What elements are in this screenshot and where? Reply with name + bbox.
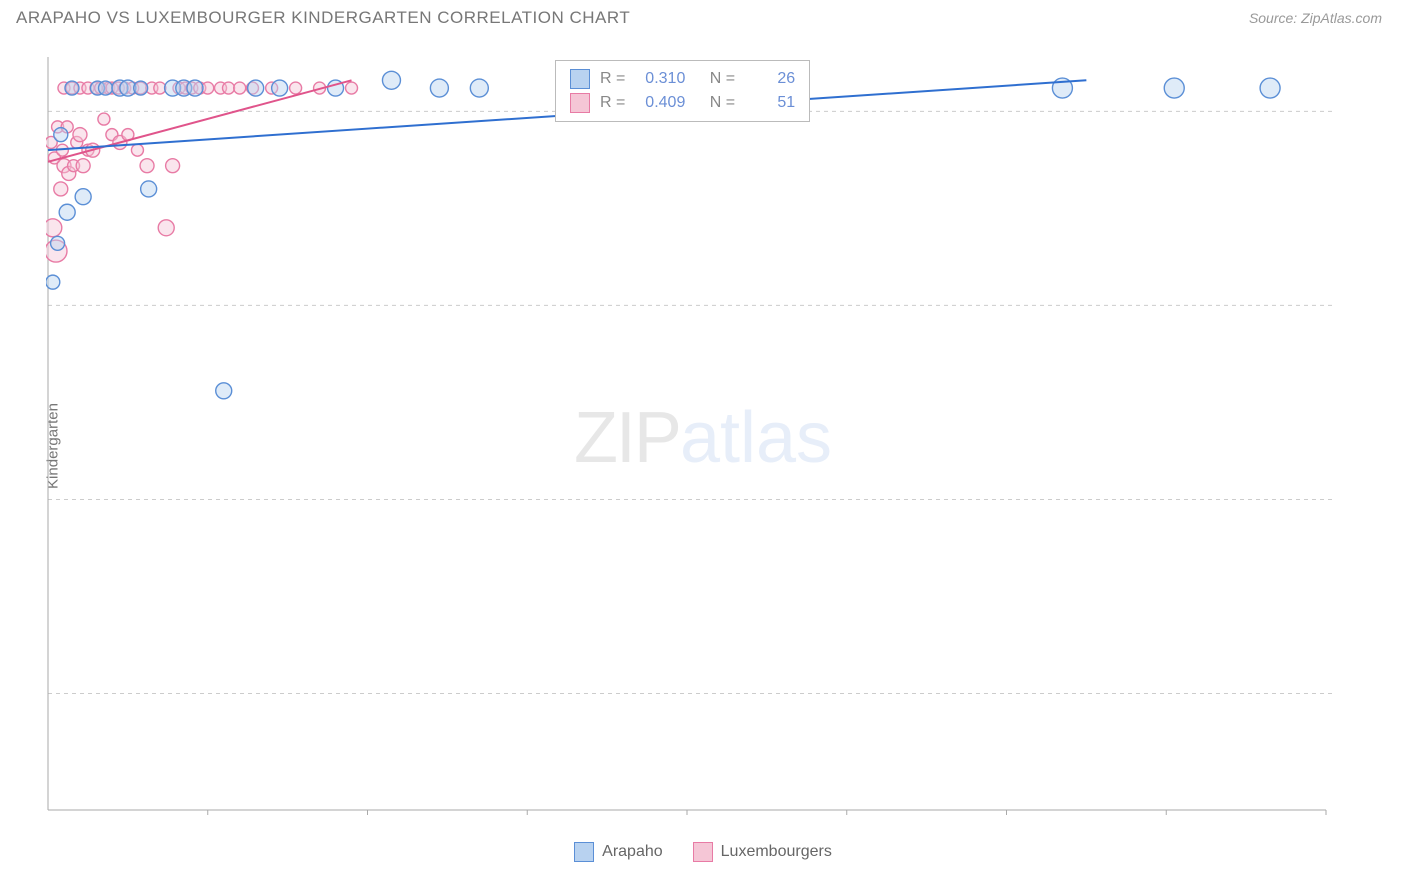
r-value-arapaho: 0.310 <box>635 70 685 88</box>
legend-label-lux: Luxembourgers <box>721 843 832 861</box>
chart-area: 92.5%95.0%97.5%100.0%0.0%80.0% <box>46 55 1336 815</box>
r-value-lux: 0.409 <box>635 94 685 112</box>
n-value-lux: 51 <box>745 94 795 112</box>
legend-item-lux: Luxembourgers <box>693 842 832 862</box>
stats-box: R = 0.310 N = 26 R = 0.409 N = 51 <box>555 60 810 122</box>
legend-item-arapaho: Arapaho <box>574 842 663 862</box>
n-label-2: N = <box>710 94 735 112</box>
r-label: R = <box>600 70 625 88</box>
stats-row-arapaho: R = 0.310 N = 26 <box>570 67 795 91</box>
legend-swatch-arapaho <box>574 842 594 862</box>
swatch-arapaho <box>570 69 590 89</box>
stats-row-lux: R = 0.409 N = 51 <box>570 91 795 115</box>
swatch-lux <box>570 93 590 113</box>
legend-label-arapaho: Arapaho <box>602 843 663 861</box>
source-label: Source: ZipAtlas.com <box>1249 10 1382 26</box>
n-value-arapaho: 26 <box>745 70 795 88</box>
legend-swatch-lux <box>693 842 713 862</box>
title-bar: ARAPAHO VS LUXEMBOURGER KINDERGARTEN COR… <box>0 0 1406 36</box>
legend: Arapaho Luxembourgers <box>0 842 1406 862</box>
n-label: N = <box>710 70 735 88</box>
r-label-2: R = <box>600 94 625 112</box>
scatter-chart: 92.5%95.0%97.5%100.0%0.0%80.0% <box>46 55 1336 815</box>
chart-title: ARAPAHO VS LUXEMBOURGER KINDERGARTEN COR… <box>16 8 630 28</box>
